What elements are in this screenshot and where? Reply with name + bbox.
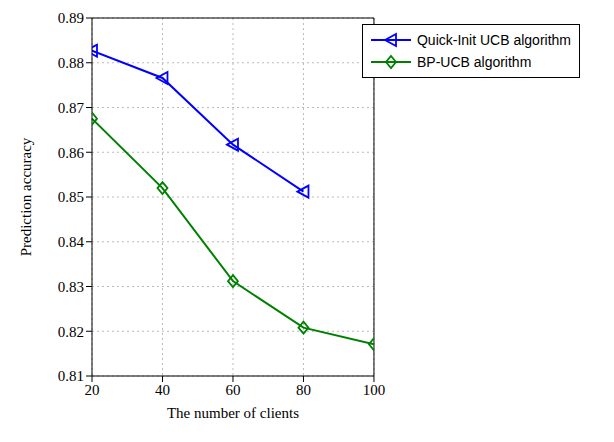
svg-text:80: 80 (296, 382, 311, 398)
svg-text:0.84: 0.84 (58, 234, 85, 250)
svg-text:0.85: 0.85 (58, 189, 84, 205)
svg-text:0.81: 0.81 (58, 368, 84, 384)
svg-text:40: 40 (155, 382, 170, 398)
svg-text:0.86: 0.86 (58, 145, 85, 161)
html-text:BP-UCB algorithm: BP-UCB algorithm (417, 54, 532, 70)
html-text:Quick-Init UCB algorithm: Quick-Init UCB algorithm (417, 32, 571, 48)
svg-text:0.83: 0.83 (58, 279, 84, 295)
svg-text:20: 20 (85, 382, 100, 398)
svg-text:100: 100 (363, 382, 386, 398)
svg-text:0.82: 0.82 (58, 324, 84, 340)
svg-text:0.87: 0.87 (58, 100, 85, 116)
svg-text:0.89: 0.89 (58, 10, 84, 26)
svg-text:Prediction accuracy: Prediction accuracy (18, 137, 34, 256)
svg-text:60: 60 (225, 382, 240, 398)
svg-text:0.88: 0.88 (58, 55, 84, 71)
svg-text:The number of clients: The number of clients (167, 405, 299, 421)
